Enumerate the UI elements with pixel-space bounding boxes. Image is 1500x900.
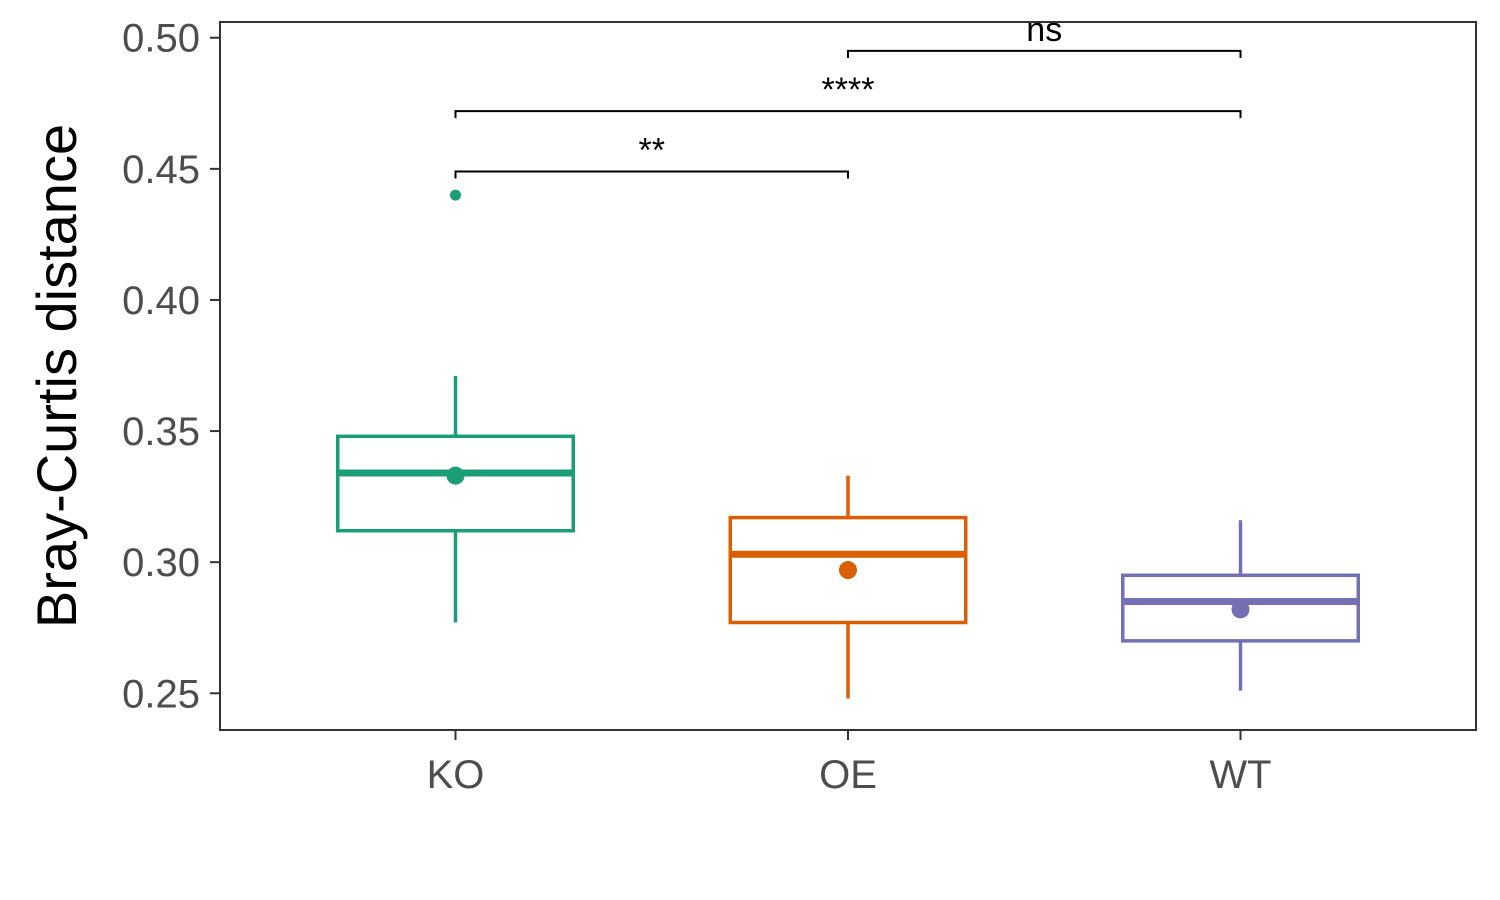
- y-tick-label: 0.25: [122, 672, 200, 716]
- y-axis-title: Bray-Curtis distance: [25, 124, 88, 628]
- y-tick-label: 0.50: [122, 17, 200, 61]
- significance-label: ns: [1026, 11, 1062, 49]
- x-axis: KO OE WT: [427, 730, 1272, 797]
- boxplots: [336, 189, 1360, 699]
- comparison-ko-oe: **: [454, 131, 849, 179]
- mean-point: [839, 561, 857, 580]
- y-tick-label: 0.35: [122, 410, 200, 454]
- boxplot-oe: [728, 475, 968, 699]
- x-tick-label: OE: [819, 753, 877, 797]
- comparison-ko-wt: ****: [454, 71, 1242, 119]
- y-axis: 0.25 0.30 0.35 0.40 0.45 0.50: [122, 17, 220, 716]
- bracket: [847, 49, 1242, 58]
- y-tick-label: 0.40: [122, 279, 200, 323]
- x-tick-label: KO: [427, 753, 485, 797]
- bracket: [454, 110, 1242, 119]
- y-tick-label: 0.30: [122, 541, 200, 585]
- mean-point: [446, 466, 465, 485]
- significance-label: **: [639, 131, 665, 169]
- significance-brackets: ******ns: [454, 11, 1242, 179]
- outlier-point: [450, 189, 461, 201]
- comparison-oe-wt: ns: [847, 11, 1242, 58]
- boxplot-ko: [336, 189, 575, 623]
- boxplot-wt: [1121, 520, 1360, 691]
- x-tick-label: WT: [1209, 753, 1271, 797]
- y-tick-label: 0.45: [122, 148, 200, 192]
- significance-label: ****: [822, 71, 875, 109]
- mean-point: [1231, 600, 1250, 619]
- bracket: [454, 170, 849, 179]
